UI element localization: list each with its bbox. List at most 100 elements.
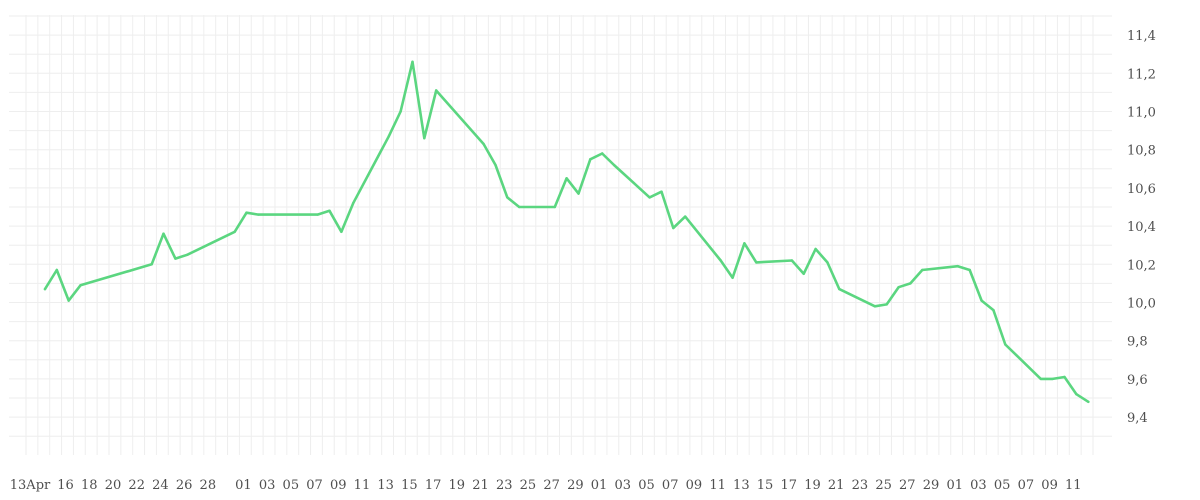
x-tick-label: 01: [946, 478, 963, 493]
x-tick-label: 03: [615, 478, 632, 493]
data-point: [992, 308, 995, 312]
x-tick-label: 15: [757, 478, 774, 493]
data-point: [897, 286, 900, 289]
x-tick-label: 24: [152, 478, 169, 493]
data-point: [1004, 343, 1007, 346]
x-tick-label: 16: [57, 478, 74, 493]
data-point: [731, 276, 734, 279]
data-point: [1063, 375, 1066, 379]
x-tick-label: 03: [259, 478, 276, 493]
data-point: [411, 60, 414, 63]
x-tick-label: 09: [330, 478, 347, 493]
data-point: [482, 142, 485, 146]
x-tick-label: 23: [852, 478, 869, 493]
data-point: [423, 137, 426, 140]
x-tick-label: 13: [377, 478, 394, 493]
x-tick-label: 28: [200, 478, 217, 493]
data-point: [589, 158, 592, 161]
x-tick-label: 27: [899, 478, 916, 493]
x-tick-label: 11: [1065, 478, 1082, 493]
x-tick-label: 18: [81, 478, 98, 493]
x-tick-label: 26: [176, 478, 193, 493]
x-tick-label: 13Apr: [10, 478, 51, 493]
y-axis: 11,4 11,2 11,0 10,8 10,6 10,4 10,2 10,0 9,8 9,6 9,…: [1127, 29, 1156, 426]
x-tick-label: 27: [543, 478, 560, 493]
x-tick-label: 25: [875, 478, 892, 493]
x-tick-label: 15: [401, 478, 418, 493]
data-point: [352, 202, 355, 205]
chart-grid: [9, 15, 1112, 455]
x-tick-label: 22: [128, 478, 145, 493]
data-point: [660, 190, 663, 193]
x-tick-label: 11: [709, 478, 726, 493]
x-tick-label: 07: [1018, 478, 1035, 493]
data-point: [672, 226, 675, 230]
x-tick-label: 29: [923, 478, 940, 493]
data-point: [506, 196, 509, 199]
data-point: [577, 192, 580, 195]
x-tick-label: 09: [686, 478, 703, 493]
y-tick-label: 10,4: [1127, 220, 1156, 235]
data-point: [43, 287, 47, 291]
y-tick-label: 11,2: [1127, 67, 1156, 82]
y-tick-label: 10,2: [1127, 258, 1156, 273]
data-point: [743, 242, 746, 245]
x-axis: 13Apr 16 18 20 22 24 26 28 01 03 05 07 09 11 13 15 17 19 2…: [10, 478, 1082, 493]
data-point: [233, 230, 236, 233]
data-point: [802, 272, 805, 275]
x-tick-label: 07: [662, 478, 679, 493]
data-point: [387, 135, 390, 138]
data-point: [838, 287, 841, 291]
data-point: [150, 263, 153, 266]
data-point: [399, 110, 402, 113]
x-tick-label: 23: [496, 478, 513, 493]
data-point: [1075, 393, 1078, 396]
x-tick-label: 29: [567, 478, 584, 493]
data-point: [956, 265, 959, 268]
series-line: [43, 60, 1090, 404]
data-point: [885, 303, 888, 306]
data-point: [1087, 400, 1090, 403]
x-tick-label: 19: [449, 478, 466, 493]
data-point: [826, 261, 829, 264]
y-tick-label: 11,4: [1127, 29, 1156, 44]
x-tick-label: 19: [804, 478, 821, 493]
data-point: [601, 152, 604, 155]
data-point: [921, 268, 924, 272]
data-point: [340, 230, 343, 233]
x-tick-label: 13: [733, 478, 750, 493]
x-tick-label: 11: [354, 478, 371, 493]
data-point: [873, 305, 877, 308]
x-tick-label: 21: [472, 478, 489, 493]
y-tick-label: 10,6: [1127, 182, 1156, 197]
data-point: [186, 253, 189, 256]
data-point: [245, 211, 248, 214]
x-tick-label: 05: [994, 478, 1011, 493]
x-tick-label: 05: [638, 478, 655, 493]
data-point: [316, 213, 319, 216]
x-tick-label: 03: [970, 478, 987, 493]
x-tick-label: 20: [105, 478, 122, 493]
x-tick-label: 25: [520, 478, 537, 493]
x-tick-label: 17: [425, 478, 442, 493]
data-point: [67, 299, 70, 302]
data-point: [980, 299, 983, 302]
x-tick-label: 01: [591, 478, 608, 493]
data-point: [162, 232, 165, 235]
data-point: [174, 257, 177, 260]
data-point: [257, 213, 260, 216]
data-point: [553, 205, 556, 209]
x-tick-label: 09: [1041, 478, 1058, 493]
data-point: [909, 282, 912, 285]
data-point: [755, 261, 758, 264]
data-point: [648, 196, 651, 199]
x-tick-label: 21: [828, 478, 845, 493]
data-point: [79, 284, 82, 287]
data-point: [435, 89, 438, 92]
x-tick-label: 05: [283, 478, 300, 493]
y-tick-label: 9,8: [1127, 335, 1148, 350]
data-point: [612, 163, 616, 167]
y-tick-label: 10,0: [1127, 297, 1156, 312]
data-point: [1039, 377, 1043, 381]
